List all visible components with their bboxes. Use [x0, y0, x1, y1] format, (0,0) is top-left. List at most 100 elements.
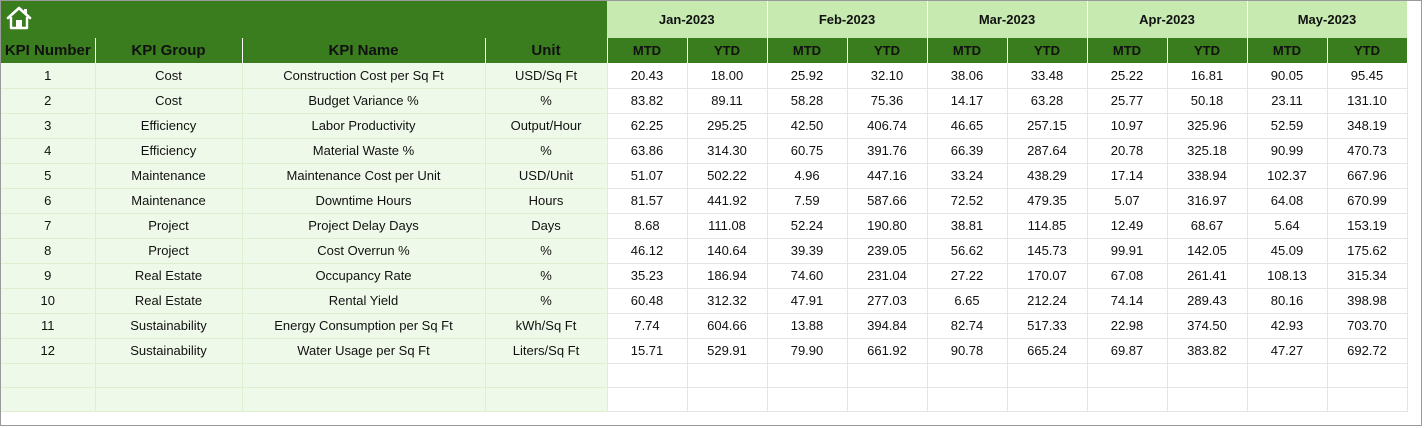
empty-cell[interactable]	[607, 363, 688, 388]
home-icon[interactable]	[5, 4, 33, 32]
unit-cell[interactable]: USD/Unit	[485, 163, 608, 189]
mtd-value-cell[interactable]: 81.57	[607, 188, 688, 214]
unit-cell[interactable]: %	[485, 263, 608, 289]
ytd-value-cell[interactable]: 316.97	[1167, 188, 1248, 214]
kpi-number-cell[interactable]: 5	[1, 163, 96, 189]
header-mtd[interactable]: MTD	[1247, 38, 1328, 63]
empty-cell[interactable]	[1327, 363, 1408, 388]
ytd-value-cell[interactable]: 89.11	[687, 88, 768, 114]
kpi-name-cell[interactable]: Construction Cost per Sq Ft	[242, 63, 486, 89]
ytd-value-cell[interactable]: 703.70	[1327, 313, 1408, 339]
ytd-value-cell[interactable]: 447.16	[847, 163, 928, 189]
kpi-name-cell[interactable]: Maintenance Cost per Unit	[242, 163, 486, 189]
ytd-value-cell[interactable]: 170.07	[1007, 263, 1088, 289]
empty-cell[interactable]	[485, 387, 608, 412]
mtd-value-cell[interactable]: 80.16	[1247, 288, 1328, 314]
mtd-value-cell[interactable]: 60.75	[767, 138, 848, 164]
mtd-value-cell[interactable]: 6.65	[927, 288, 1008, 314]
mtd-value-cell[interactable]: 20.78	[1087, 138, 1168, 164]
ytd-value-cell[interactable]: 470.73	[1327, 138, 1408, 164]
kpi-number-cell[interactable]: 6	[1, 188, 96, 214]
ytd-value-cell[interactable]: 231.04	[847, 263, 928, 289]
ytd-value-cell[interactable]: 314.30	[687, 138, 768, 164]
ytd-value-cell[interactable]: 438.29	[1007, 163, 1088, 189]
kpi-name-cell[interactable]: Water Usage per Sq Ft	[242, 338, 486, 364]
empty-cell[interactable]	[1247, 363, 1328, 388]
mtd-value-cell[interactable]: 42.93	[1247, 313, 1328, 339]
mtd-value-cell[interactable]: 69.87	[1087, 338, 1168, 364]
ytd-value-cell[interactable]: 261.41	[1167, 263, 1248, 289]
ytd-value-cell[interactable]: 212.24	[1007, 288, 1088, 314]
ytd-value-cell[interactable]: 441.92	[687, 188, 768, 214]
kpi-number-cell[interactable]: 4	[1, 138, 96, 164]
mtd-value-cell[interactable]: 12.49	[1087, 213, 1168, 239]
ytd-value-cell[interactable]: 140.64	[687, 238, 768, 264]
ytd-value-cell[interactable]: 50.18	[1167, 88, 1248, 114]
mtd-value-cell[interactable]: 25.77	[1087, 88, 1168, 114]
ytd-value-cell[interactable]: 315.34	[1327, 263, 1408, 289]
kpi-group-cell[interactable]: Maintenance	[95, 163, 243, 189]
mtd-value-cell[interactable]: 33.24	[927, 163, 1008, 189]
ytd-value-cell[interactable]: 175.62	[1327, 238, 1408, 264]
kpi-number-cell[interactable]: 1	[1, 63, 96, 89]
mtd-value-cell[interactable]: 7.74	[607, 313, 688, 339]
header-kpi-number[interactable]: KPI Number	[1, 38, 96, 63]
mtd-value-cell[interactable]: 15.71	[607, 338, 688, 364]
unit-cell[interactable]: Liters/Sq Ft	[485, 338, 608, 364]
kpi-number-cell[interactable]: 8	[1, 238, 96, 264]
kpi-name-cell[interactable]: Material Waste %	[242, 138, 486, 164]
ytd-value-cell[interactable]: 502.22	[687, 163, 768, 189]
mtd-value-cell[interactable]: 23.11	[1247, 88, 1328, 114]
mtd-value-cell[interactable]: 17.14	[1087, 163, 1168, 189]
kpi-name-cell[interactable]: Rental Yield	[242, 288, 486, 314]
header-kpi-name[interactable]: KPI Name	[242, 38, 486, 63]
kpi-number-cell[interactable]: 10	[1, 288, 96, 314]
kpi-name-cell[interactable]: Occupancy Rate	[242, 263, 486, 289]
empty-cell[interactable]	[95, 387, 243, 412]
mtd-value-cell[interactable]: 108.13	[1247, 263, 1328, 289]
ytd-value-cell[interactable]: 325.18	[1167, 138, 1248, 164]
ytd-value-cell[interactable]: 394.84	[847, 313, 928, 339]
mtd-value-cell[interactable]: 90.05	[1247, 63, 1328, 89]
ytd-value-cell[interactable]: 239.05	[847, 238, 928, 264]
kpi-number-cell[interactable]: 9	[1, 263, 96, 289]
empty-cell[interactable]	[95, 363, 243, 388]
ytd-value-cell[interactable]: 68.67	[1167, 213, 1248, 239]
ytd-value-cell[interactable]: 145.73	[1007, 238, 1088, 264]
empty-cell[interactable]	[1087, 387, 1168, 412]
month-header-may[interactable]: May-2023	[1247, 1, 1408, 38]
ytd-value-cell[interactable]: 670.99	[1327, 188, 1408, 214]
empty-cell[interactable]	[242, 363, 486, 388]
header-unit[interactable]: Unit	[485, 38, 608, 63]
mtd-value-cell[interactable]: 82.74	[927, 313, 1008, 339]
mtd-value-cell[interactable]: 60.48	[607, 288, 688, 314]
ytd-value-cell[interactable]: 295.25	[687, 113, 768, 139]
kpi-name-cell[interactable]: Cost Overrun %	[242, 238, 486, 264]
mtd-value-cell[interactable]: 39.39	[767, 238, 848, 264]
mtd-value-cell[interactable]: 46.65	[927, 113, 1008, 139]
ytd-value-cell[interactable]: 142.05	[1167, 238, 1248, 264]
mtd-value-cell[interactable]: 64.08	[1247, 188, 1328, 214]
kpi-name-cell[interactable]: Labor Productivity	[242, 113, 486, 139]
mtd-value-cell[interactable]: 99.91	[1087, 238, 1168, 264]
ytd-value-cell[interactable]: 604.66	[687, 313, 768, 339]
ytd-value-cell[interactable]: 63.28	[1007, 88, 1088, 114]
unit-cell[interactable]: %	[485, 138, 608, 164]
mtd-value-cell[interactable]: 102.37	[1247, 163, 1328, 189]
ytd-value-cell[interactable]: 692.72	[1327, 338, 1408, 364]
empty-cell[interactable]	[1, 363, 96, 388]
mtd-value-cell[interactable]: 45.09	[1247, 238, 1328, 264]
mtd-value-cell[interactable]: 27.22	[927, 263, 1008, 289]
month-header-apr[interactable]: Apr-2023	[1087, 1, 1248, 38]
kpi-name-cell[interactable]: Project Delay Days	[242, 213, 486, 239]
unit-cell[interactable]: Hours	[485, 188, 608, 214]
ytd-value-cell[interactable]: 406.74	[847, 113, 928, 139]
kpi-number-cell[interactable]: 7	[1, 213, 96, 239]
empty-cell[interactable]	[767, 363, 848, 388]
header-kpi-group[interactable]: KPI Group	[95, 38, 243, 63]
mtd-value-cell[interactable]: 5.07	[1087, 188, 1168, 214]
empty-cell[interactable]	[1167, 363, 1248, 388]
ytd-value-cell[interactable]: 153.19	[1327, 213, 1408, 239]
header-mtd[interactable]: MTD	[767, 38, 848, 63]
unit-cell[interactable]: Days	[485, 213, 608, 239]
